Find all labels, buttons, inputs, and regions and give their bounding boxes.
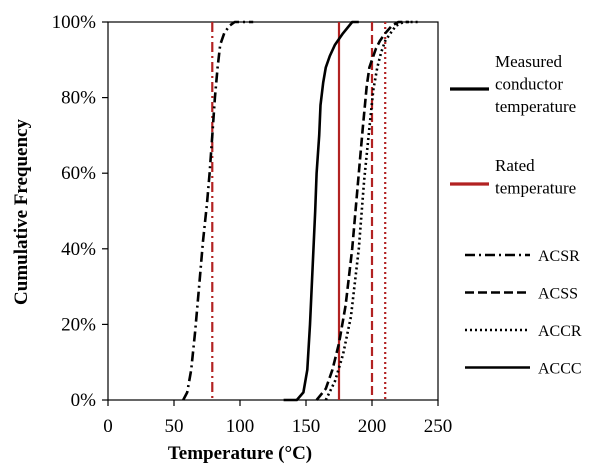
y-tick-label: 60% (61, 163, 96, 184)
legend-label-rated: Rated (495, 156, 535, 175)
y-tick-label: 80% (61, 88, 96, 109)
x-tick-label: 200 (358, 416, 387, 437)
legend-label-measured: conductor (495, 75, 563, 94)
series-line-accr (324, 20, 420, 401)
plot-frame (107, 21, 439, 401)
x-tick-label: 0 (103, 416, 113, 437)
legend-label-accc: ACCC (538, 361, 582, 378)
legend-label-accr: ACCR (538, 323, 582, 340)
legend-label-acsr: ACSR (538, 248, 580, 265)
legend-label-measured: temperature (495, 97, 576, 116)
legend-label-measured: Measured (495, 52, 563, 71)
y-tick-label: 20% (61, 314, 96, 335)
plot-area (107, 21, 439, 401)
x-tick-label: 50 (165, 416, 184, 437)
series-line-accc (283, 20, 359, 402)
series-lines (182, 20, 420, 402)
y-tick-label: 0% (71, 390, 97, 411)
y-axis-title: Cumulative Frequency (11, 119, 32, 305)
x-tick-label: 150 (292, 416, 321, 437)
legend-label-acss: ACSS (538, 286, 578, 303)
legend-label-rated: temperature (495, 179, 576, 198)
series-line-acsr (182, 20, 254, 401)
axes: 0% 20% 40% 60% 80% 100% 0 50 100 150 200 250 (52, 12, 453, 437)
rated-temperature-lines (211, 22, 387, 400)
legend: Measured conductor temperature Rated tempera… (450, 52, 582, 378)
x-axis-title: Temperature (°C) (168, 443, 312, 464)
series-line-acss (315, 20, 409, 401)
y-tick-label: 100% (52, 12, 97, 33)
y-tick-label: 40% (61, 239, 96, 260)
x-tick-label: 100 (226, 416, 255, 437)
x-tick-label: 250 (424, 416, 453, 437)
